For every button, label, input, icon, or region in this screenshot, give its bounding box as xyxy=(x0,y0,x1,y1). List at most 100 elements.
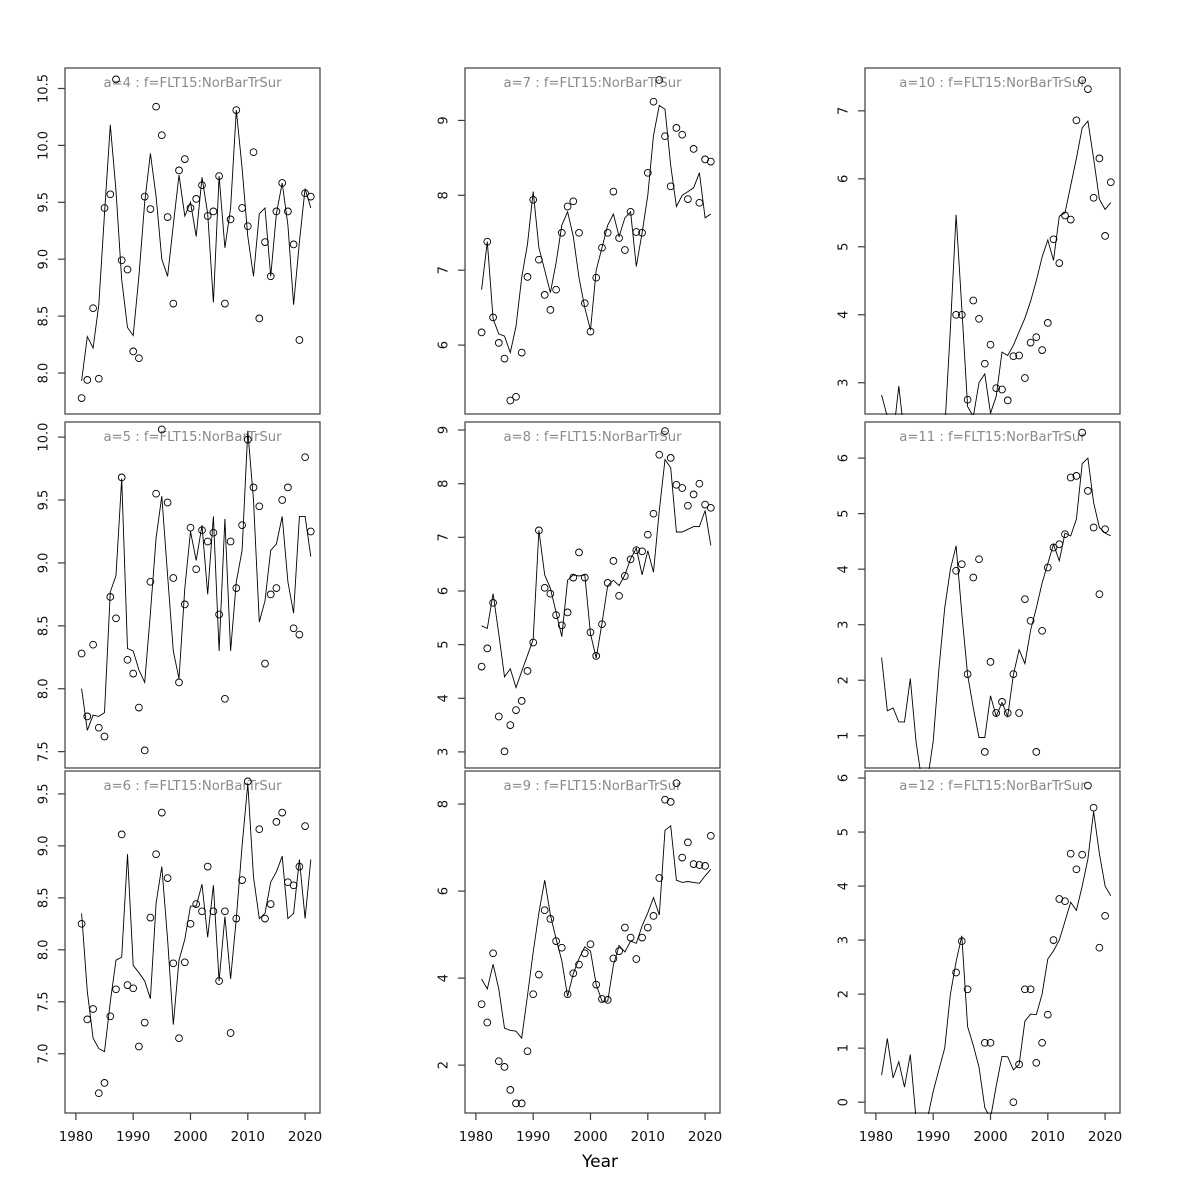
data-point xyxy=(580,299,589,308)
data-point xyxy=(232,584,241,592)
data-point xyxy=(1101,525,1109,534)
data-point xyxy=(152,489,160,498)
data-point xyxy=(580,573,589,582)
data-point xyxy=(106,1012,115,1021)
model-line xyxy=(81,430,312,731)
data-point xyxy=(1015,351,1023,360)
data-point xyxy=(261,914,269,923)
data-point xyxy=(266,590,275,599)
data-point xyxy=(569,573,578,582)
data-point xyxy=(689,860,698,868)
data-point xyxy=(295,336,304,344)
panel-border xyxy=(464,421,721,769)
data-point xyxy=(140,192,149,201)
data-point xyxy=(506,1086,515,1094)
data-point xyxy=(83,376,92,384)
data-point xyxy=(106,593,115,601)
data-point xyxy=(83,712,92,721)
data-point xyxy=(1089,193,1098,202)
y-tick-label: 7 xyxy=(437,533,452,541)
data-point xyxy=(1078,76,1087,85)
data-point xyxy=(123,655,132,664)
data-point xyxy=(1021,985,1029,994)
data-point xyxy=(512,392,520,401)
data-point xyxy=(592,980,601,989)
data-point xyxy=(1066,473,1075,482)
data-point xyxy=(489,949,497,958)
x-tick-label: 1980 xyxy=(859,1129,893,1145)
x-tick-label: 2020 xyxy=(1088,1129,1122,1145)
data-point xyxy=(552,285,560,294)
data-point xyxy=(1089,803,1098,812)
data-point xyxy=(517,1099,526,1108)
data-point xyxy=(483,237,492,246)
data-point xyxy=(535,970,543,979)
data-point xyxy=(1072,865,1081,874)
panel-a12: a=12 : f=FLT15:NorBarTrSur 0 1 2 3 4 5 6 1980 199… xyxy=(837,770,1122,1145)
data-point xyxy=(695,198,704,207)
data-point xyxy=(278,179,287,187)
y-tick-label: 2 xyxy=(437,1061,452,1069)
model-line xyxy=(881,811,1112,1114)
x-tick-label: 2020 xyxy=(288,1129,322,1145)
data-point xyxy=(1043,563,1052,572)
data-point xyxy=(215,977,223,985)
data-point xyxy=(975,314,983,323)
data-point xyxy=(1015,1060,1023,1069)
data-point xyxy=(1095,154,1104,163)
data-point xyxy=(1021,595,1029,604)
data-point xyxy=(89,304,97,313)
panel-title: a=8 : f=FLT15:NorBarTrSur xyxy=(503,430,682,445)
data-point xyxy=(672,124,681,132)
data-point xyxy=(306,192,315,201)
data-point xyxy=(272,584,281,592)
data-point xyxy=(1049,936,1058,944)
data-point xyxy=(957,560,966,569)
data-point xyxy=(157,808,166,817)
data-point xyxy=(186,204,195,212)
model-line xyxy=(81,110,312,382)
data-point xyxy=(706,157,715,166)
data-point xyxy=(975,555,983,564)
data-point xyxy=(546,306,555,314)
data-point xyxy=(186,523,195,532)
data-point xyxy=(1089,523,1098,532)
data-point xyxy=(94,374,103,383)
data-point xyxy=(609,187,618,196)
data-point xyxy=(552,611,560,619)
data-point xyxy=(261,659,269,668)
data-point xyxy=(494,339,503,347)
y-tick-label: 8 xyxy=(437,800,452,808)
data-point xyxy=(689,145,698,153)
data-point xyxy=(94,1089,103,1098)
data-point xyxy=(980,359,989,368)
data-point xyxy=(192,195,201,203)
y-tick-label: 0 xyxy=(837,1098,852,1106)
y-tick-label: 9.5 xyxy=(37,490,52,511)
data-point xyxy=(129,347,138,356)
data-point xyxy=(1049,235,1058,244)
data-point xyxy=(952,310,960,319)
data-point xyxy=(655,874,664,882)
data-point xyxy=(272,207,281,216)
data-point xyxy=(661,132,669,141)
data-point xyxy=(621,572,629,580)
data-point xyxy=(684,838,692,847)
panel-a11: a=11 : f=FLT15:NorBarTrSur 1 2 3 4 5 6 xyxy=(837,421,1121,769)
data-point xyxy=(986,658,995,666)
data-point xyxy=(957,937,966,946)
x-tick-label: 1990 xyxy=(516,1129,550,1145)
data-point xyxy=(169,574,178,582)
data-point xyxy=(963,985,972,994)
y-tick-label: 6 xyxy=(437,341,452,349)
data-point xyxy=(992,384,1001,393)
data-point xyxy=(221,299,229,308)
data-point xyxy=(523,273,532,281)
data-point xyxy=(203,212,212,220)
data-point xyxy=(540,583,549,592)
data-point xyxy=(238,876,246,884)
data-point xyxy=(123,265,132,274)
data-point xyxy=(615,234,623,242)
data-point xyxy=(198,181,206,190)
data-point xyxy=(1038,626,1046,635)
